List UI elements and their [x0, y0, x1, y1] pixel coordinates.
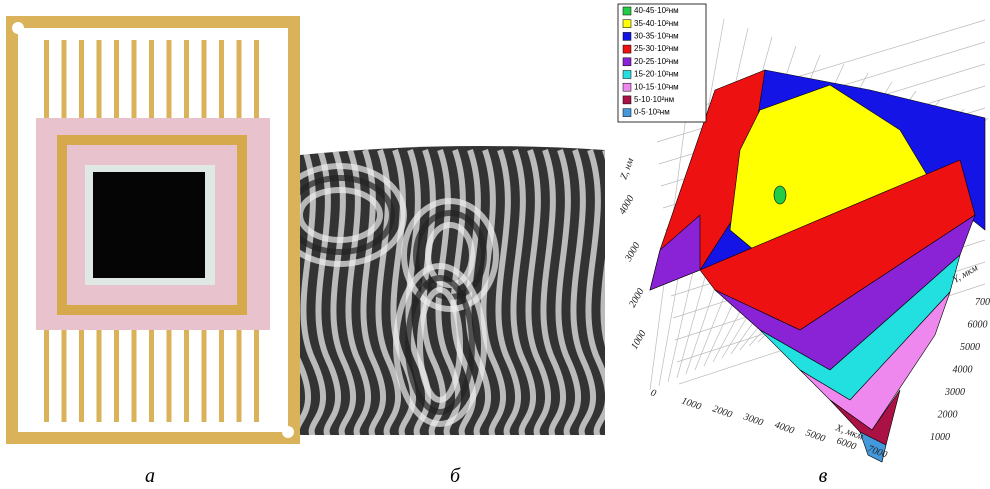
pin	[254, 40, 259, 130]
legend-label: 30-35·10²нм	[634, 32, 679, 41]
surface-plot: 40-45·10²нм 35-40·10²нм 30-35·10²нм 25-30·1…	[617, 4, 990, 462]
legend-swatch	[623, 45, 631, 53]
legend-label: 10-15·10²нм	[634, 82, 679, 91]
pin	[184, 322, 189, 422]
pin	[132, 322, 137, 422]
interferogram	[276, 146, 623, 440]
legend-label: 40-45·10²нм	[634, 6, 679, 15]
pin	[79, 40, 84, 130]
pin	[167, 40, 172, 130]
legend-label: 15-20·10²нм	[634, 70, 679, 79]
y-tick-label: 2000	[938, 410, 958, 421]
x-tick-label: 1000	[680, 395, 703, 412]
legend-swatch	[623, 109, 631, 117]
x-tick-label: 2000	[711, 403, 734, 420]
legend-swatch	[623, 71, 631, 79]
legend-label: 35-40·10²нм	[634, 19, 679, 28]
pin	[97, 40, 102, 130]
y-tick-label: 1000	[930, 432, 950, 443]
z-tick-label: 1000	[629, 329, 649, 352]
hole	[12, 22, 24, 34]
legend-label: 5-10·10²нм	[634, 95, 674, 104]
pin	[44, 322, 49, 422]
legend-swatch	[623, 58, 631, 66]
pin	[167, 322, 172, 422]
figure: 40-45·10²нм 35-40·10²нм 30-35·10²нм 25-30·1…	[0, 0, 990, 489]
pin	[62, 40, 67, 130]
pin	[237, 40, 242, 130]
y-tick-label: 4000	[953, 365, 973, 376]
z-axis-label: Z, нм	[618, 156, 636, 181]
legend-label: 25-30·10²нм	[634, 44, 679, 53]
x-tick-label: 5000	[804, 427, 827, 444]
pin	[149, 322, 154, 422]
pin	[79, 322, 84, 422]
pin	[114, 40, 119, 130]
pin	[132, 40, 137, 130]
legend-swatch	[623, 20, 631, 28]
pin	[219, 322, 224, 422]
pin	[202, 322, 207, 422]
pin	[254, 322, 259, 422]
x-tick-label: 4000	[773, 419, 796, 436]
hole	[282, 426, 294, 438]
pin	[237, 322, 242, 422]
z-tick-label: 4000	[617, 194, 637, 217]
legend-swatch	[623, 7, 631, 15]
y-tick-label: 7000	[975, 297, 990, 308]
pin	[62, 322, 67, 422]
y-tick-label: 3000	[944, 387, 965, 398]
legend-label: 20-25·10²нм	[634, 57, 679, 66]
panel-label: а	[145, 465, 155, 487]
panel-label: в	[819, 465, 828, 487]
pin	[97, 322, 102, 422]
chip-photo	[12, 22, 294, 438]
y-tick-label: 5000	[960, 342, 980, 353]
fringe	[603, 150, 623, 440]
pin	[219, 40, 224, 130]
legend-swatch	[623, 32, 631, 40]
z-tick-label: 3000	[623, 241, 643, 265]
pin	[184, 40, 189, 130]
panel-label: б	[450, 465, 461, 487]
pin	[149, 40, 154, 130]
surface-peak	[774, 186, 786, 204]
sensor	[93, 172, 205, 278]
z-tick-label: 2000	[627, 287, 647, 310]
legend-swatch	[623, 96, 631, 104]
pin	[202, 40, 207, 130]
legend-swatch	[623, 83, 631, 91]
y-tick-label: 6000	[968, 320, 988, 331]
pin	[44, 40, 49, 130]
x-tick-label: 3000	[741, 411, 764, 429]
legend-label: 0-5·10²нм	[634, 108, 670, 117]
pin	[114, 322, 119, 422]
